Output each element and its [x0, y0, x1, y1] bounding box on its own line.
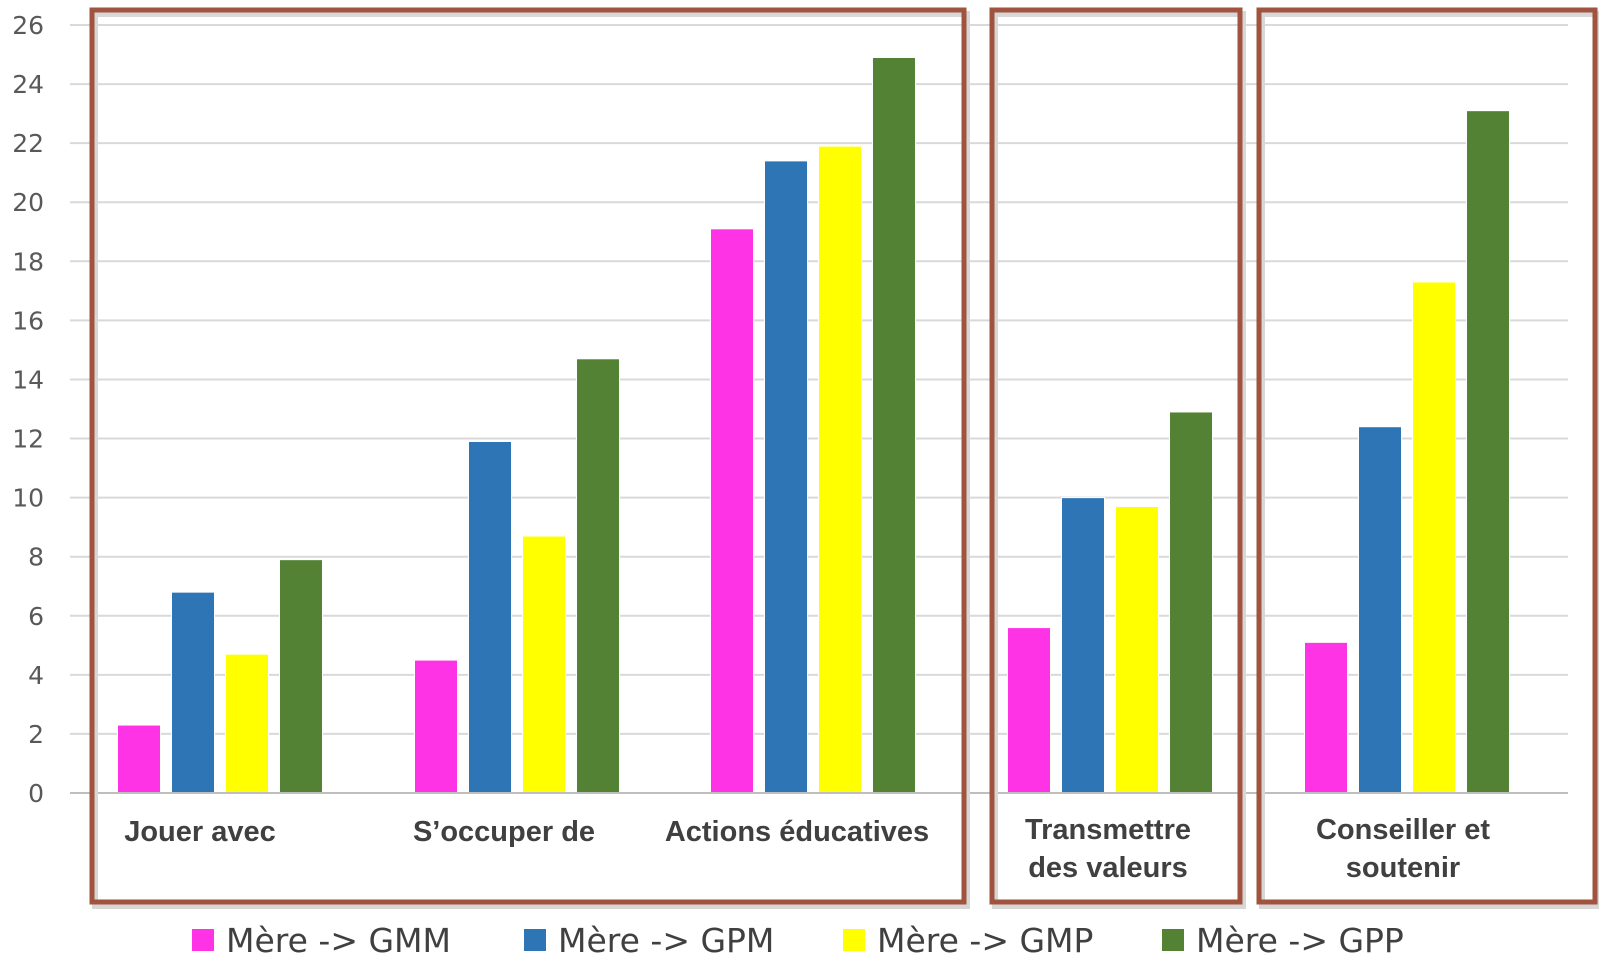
group-boxes: [89, 7, 1599, 909]
category-labels: Jouer avec S’occuper de Actions éducatives…: [124, 814, 1490, 884]
group-box: [989, 7, 1243, 905]
bar: [1304, 641, 1348, 794]
y-tick-label: 18: [12, 247, 44, 276]
bar: [225, 653, 269, 794]
bar: [1466, 110, 1510, 794]
y-tick-label: 14: [12, 365, 44, 394]
bar: [1169, 411, 1213, 794]
group-box-shadow: [992, 11, 1246, 909]
bar: [710, 228, 754, 794]
category-label: Transmettre des valeurs: [1025, 814, 1191, 884]
category-label: Actions éducatives: [665, 816, 929, 848]
legend-swatch: [192, 929, 214, 951]
y-tick-label: 2: [28, 720, 44, 749]
bar: [279, 559, 323, 794]
bar: [414, 659, 458, 794]
category-label: Conseiller et soutenir: [1316, 814, 1490, 884]
legend-swatch: [1162, 929, 1184, 951]
y-tick-label: 24: [12, 70, 44, 99]
y-tick-label: 8: [28, 543, 44, 572]
y-tick-label: 22: [12, 129, 44, 158]
y-tick-label: 6: [28, 602, 44, 631]
group-box-shadow: [1259, 11, 1599, 909]
bar: [117, 724, 161, 794]
bar: [468, 440, 512, 794]
y-tick-label: 4: [28, 661, 44, 690]
legend-label: Mère -> GPP: [1196, 921, 1404, 960]
legend: Mère -> GMM Mère -> GPM Mère -> GMP Mère ->…: [192, 921, 1404, 960]
bar: [1007, 627, 1051, 794]
group-box-shadow: [92, 11, 970, 909]
bar: [171, 591, 215, 794]
bars: [117, 56, 1510, 794]
category-label: Jouer avec: [124, 816, 276, 848]
category-label: S’occuper de: [413, 816, 595, 848]
legend-swatch: [843, 929, 865, 951]
bar: [1115, 505, 1159, 794]
bar: [1412, 281, 1456, 794]
y-tick-label: 10: [12, 484, 44, 513]
bar: [522, 535, 566, 794]
legend-label: Mère -> GPM: [558, 921, 774, 960]
legend-swatch: [524, 929, 546, 951]
y-tick-label: 26: [12, 11, 44, 40]
bar: [1061, 497, 1105, 794]
group-box: [89, 7, 967, 905]
bar: [872, 56, 916, 794]
legend-label: Mère -> GMP: [877, 921, 1093, 960]
bar: [764, 160, 808, 794]
y-tick-label: 16: [12, 306, 44, 335]
y-tick-label: 12: [12, 425, 44, 454]
bar: [1358, 426, 1402, 794]
y-tick-label: 20: [12, 188, 44, 217]
group-box: [1256, 7, 1598, 905]
y-tick-label: 0: [28, 779, 44, 808]
bar: [576, 358, 620, 794]
legend-label: Mère -> GMM: [226, 921, 451, 960]
bar: [818, 145, 862, 794]
